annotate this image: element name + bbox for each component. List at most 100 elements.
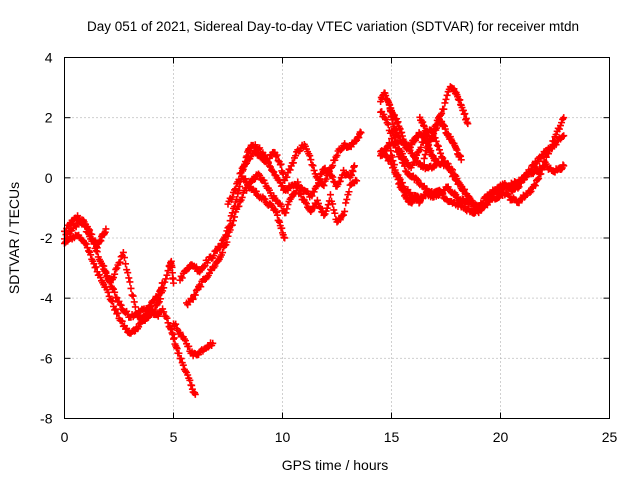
data-point (410, 158, 418, 166)
data-point (231, 213, 239, 221)
data-point (505, 192, 513, 200)
data-point (310, 188, 318, 196)
data-point (380, 110, 388, 118)
data-point (265, 162, 273, 170)
data-point (67, 220, 75, 228)
data-point (391, 134, 399, 142)
data-point (277, 202, 285, 210)
data-point (382, 116, 390, 124)
data-point (170, 279, 177, 287)
data-point (136, 312, 144, 320)
data-point (302, 200, 310, 208)
data-points (61, 83, 568, 398)
data-point (314, 199, 322, 207)
data-point (438, 153, 446, 161)
data-point (296, 189, 304, 197)
y-tick-label: -2 (40, 230, 53, 246)
data-point (439, 154, 447, 162)
data-point (228, 193, 236, 201)
grid-lines (64, 57, 610, 419)
data-point (160, 284, 168, 292)
data-point (219, 249, 227, 257)
data-point (421, 151, 429, 159)
data-point (235, 202, 243, 210)
data-point (301, 198, 309, 206)
data-point (461, 110, 469, 118)
data-point (306, 152, 314, 160)
data-point (333, 151, 341, 159)
data-point (330, 206, 338, 214)
data-point (437, 149, 445, 157)
data-point (425, 129, 433, 137)
data-point (324, 168, 332, 176)
data-point (74, 212, 82, 220)
data-point (560, 114, 568, 122)
data-point (128, 291, 136, 299)
data-point (161, 278, 169, 286)
data-point (87, 251, 95, 259)
data-point (297, 190, 305, 198)
data-point (163, 271, 171, 279)
data-point (451, 172, 459, 180)
x-tick-label: 5 (170, 429, 178, 445)
data-point (392, 144, 400, 152)
data-point (486, 198, 494, 206)
data-point (116, 258, 124, 266)
data-point (384, 121, 392, 129)
data-point (319, 181, 327, 189)
y-tick-label: 0 (45, 170, 53, 186)
plot-frame (64, 57, 610, 419)
data-point (185, 342, 193, 350)
data-point (88, 230, 96, 238)
data-point (437, 111, 445, 119)
data-point (118, 317, 126, 325)
data-point (317, 204, 325, 212)
data-point (231, 186, 239, 194)
data-point (458, 185, 466, 193)
data-point (394, 133, 402, 141)
y-tick-label: 2 (45, 110, 53, 126)
data-point (530, 181, 538, 189)
data-point (122, 260, 130, 268)
x-tick-label: 25 (602, 429, 618, 445)
data-point (241, 160, 249, 168)
data-point (111, 306, 119, 314)
data-point (534, 176, 542, 184)
x-tick-label: 20 (493, 429, 509, 445)
data-point (108, 284, 116, 292)
y-tick-label: 4 (45, 50, 53, 66)
data-point (103, 272, 111, 280)
data-point (464, 120, 472, 128)
data-point (119, 248, 127, 256)
data-point (200, 263, 208, 271)
data-point (441, 99, 449, 107)
data-point (342, 199, 350, 207)
data-point (191, 291, 199, 299)
data-point (229, 217, 237, 225)
data-point (316, 175, 324, 183)
data-point (156, 295, 164, 303)
y-tick-label: -4 (40, 290, 53, 306)
data-point (232, 185, 240, 193)
data-point (560, 162, 568, 170)
data-point (309, 162, 317, 170)
data-point (92, 263, 100, 271)
data-point (478, 200, 486, 208)
data-point (112, 305, 120, 313)
data-point (471, 208, 479, 216)
data-point (102, 225, 110, 233)
data-point (527, 187, 535, 195)
data-point (192, 263, 200, 271)
data-point (345, 188, 353, 196)
data-point (186, 376, 194, 384)
data-point (238, 193, 246, 201)
data-point (210, 252, 218, 260)
data-point (560, 132, 568, 140)
data-point (181, 337, 189, 345)
data-point (124, 269, 132, 277)
data-point (393, 139, 401, 147)
data-point (331, 209, 339, 217)
data-point (110, 274, 118, 282)
x-tick-label: 0 (61, 429, 69, 445)
data-point (84, 225, 92, 233)
